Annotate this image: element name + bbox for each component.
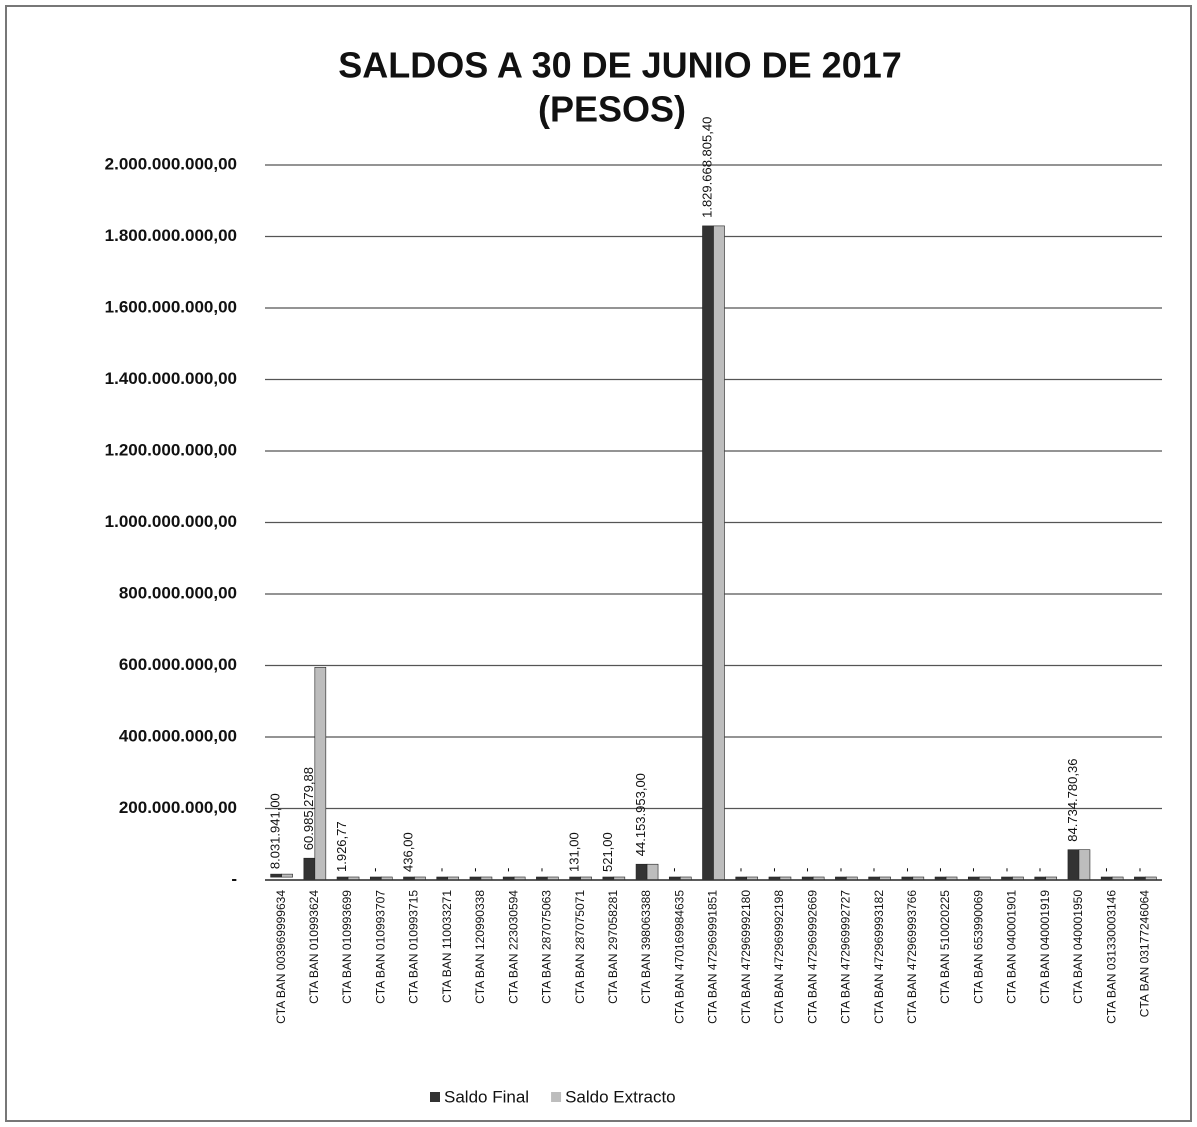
x-tick-label: CTA BAN 510020225 xyxy=(938,890,952,1004)
data-label: - xyxy=(1131,868,1146,872)
data-label: - xyxy=(666,868,681,872)
legend-swatch xyxy=(551,1092,562,1102)
x-tick-label: CTA BAN 110033271 xyxy=(440,890,454,1003)
data-label: - xyxy=(367,868,382,872)
y-tick-label: 1.400.000.000,00 xyxy=(105,369,237,388)
data-label: - xyxy=(1032,868,1047,872)
legend-label: Saldo Final xyxy=(444,1087,529,1106)
x-tick-label: CTA BAN 040001901 xyxy=(1005,890,1019,1004)
data-label: 44.153.953,00 xyxy=(633,773,648,856)
y-tick-label: 1.200.000.000,00 xyxy=(105,440,237,459)
y-tick-label: 2.000.000.000,00 xyxy=(105,154,237,173)
bar xyxy=(635,863,648,881)
x-tick-label: CTA BAN 010993699 xyxy=(340,890,354,1004)
x-tick-label: CTA BAN 472969992669 xyxy=(805,890,819,1024)
frame xyxy=(5,5,1192,1122)
legend-label: Saldo Extracto xyxy=(565,1087,676,1106)
x-tick-label: CTA BAN 472969992727 xyxy=(839,890,853,1024)
data-label: - xyxy=(500,868,515,872)
chart-subtitle: (PESOS) xyxy=(538,89,686,130)
x-tick-label: CTA BAN 470169984635 xyxy=(672,890,686,1024)
x-tick-label: CTA BAN 010993624 xyxy=(307,890,321,1004)
x-tick-label: CTA BAN 120990338 xyxy=(473,890,487,1004)
data-label: - xyxy=(467,868,482,872)
bar xyxy=(702,225,714,881)
data-label: 8.031.941,00 xyxy=(268,793,283,869)
y-tick-label: 800.000.000,00 xyxy=(119,583,237,602)
data-label: - xyxy=(932,868,947,872)
bar xyxy=(1078,849,1091,881)
x-tick-label: CTA BAN 010993707 xyxy=(373,890,387,1004)
chart-title: SALDOS A 30 DE JUNIO DE 2017 xyxy=(338,45,902,86)
x-tick-label: CTA BAN 287075071 xyxy=(573,890,587,1004)
data-label: - xyxy=(866,868,881,872)
data-label: 60.985.279,88 xyxy=(301,767,316,850)
x-tick-label: CTA BAN 03177246064 xyxy=(1138,890,1152,1018)
data-label: - xyxy=(766,868,781,872)
x-tick-label: CTA BAN 223030594 xyxy=(506,890,520,1004)
x-tick-label: CTA BAN 040001950 xyxy=(1071,890,1085,1004)
x-tick-label: CTA BAN 472969993182 xyxy=(872,890,886,1024)
data-label: 1.926,77 xyxy=(334,821,349,872)
legend-swatch xyxy=(430,1092,440,1102)
x-tick-label: CTA BAN 287075063 xyxy=(540,890,554,1004)
data-label: - xyxy=(998,868,1013,872)
y-tick-label: 400.000.000,00 xyxy=(119,726,237,745)
x-tick-label: CTA BAN 040001919 xyxy=(1038,890,1052,1004)
x-tick-label: CTA BAN 472969993766 xyxy=(905,890,919,1024)
x-tick-label: CTA BAN 653990069 xyxy=(971,890,985,1004)
data-label: 84.734.780,36 xyxy=(1065,759,1080,842)
y-tick-label: 1.600.000.000,00 xyxy=(105,297,237,316)
data-label: - xyxy=(832,868,847,872)
bar xyxy=(270,873,282,878)
data-label: 521,00 xyxy=(600,832,615,872)
y-tick-label: 1.000.000.000,00 xyxy=(105,512,237,531)
data-label: - xyxy=(733,868,748,872)
data-label: - xyxy=(899,868,914,872)
bar xyxy=(314,666,327,881)
bar xyxy=(646,863,659,881)
y-tick-label: 1.800.000.000,00 xyxy=(105,226,237,245)
x-tick-label: CTA BAN 031330003146 xyxy=(1104,890,1118,1024)
x-tick-label: CTA BAN 472969991851 xyxy=(706,890,720,1024)
y-tick-label: - xyxy=(231,869,237,888)
data-label: - xyxy=(799,868,814,872)
data-label: - xyxy=(1098,868,1113,872)
y-tick-label: 200.000.000,00 xyxy=(119,798,237,817)
data-label: - xyxy=(434,868,449,872)
y-tick-label: 600.000.000,00 xyxy=(119,655,237,674)
x-tick-label: CTA BAN 003969999634 xyxy=(274,890,288,1024)
x-tick-label: CTA BAN 010993715 xyxy=(407,890,421,1004)
x-tick-label: CTA BAN 472969992198 xyxy=(772,890,786,1024)
data-label: - xyxy=(533,868,548,872)
x-tick-label: CTA BAN 472969992180 xyxy=(739,890,753,1024)
bar xyxy=(303,857,316,881)
bar xyxy=(281,873,293,878)
data-label: - xyxy=(965,868,980,872)
data-label: 436,00 xyxy=(400,832,415,872)
bar xyxy=(713,225,725,881)
data-label: 1.829.668.805,40 xyxy=(699,117,714,218)
data-label: 131,00 xyxy=(567,832,582,872)
x-tick-label: CTA BAN 297058281 xyxy=(606,890,620,1004)
bar xyxy=(1067,849,1080,881)
x-tick-label: CTA BAN 398063388 xyxy=(639,890,653,1004)
